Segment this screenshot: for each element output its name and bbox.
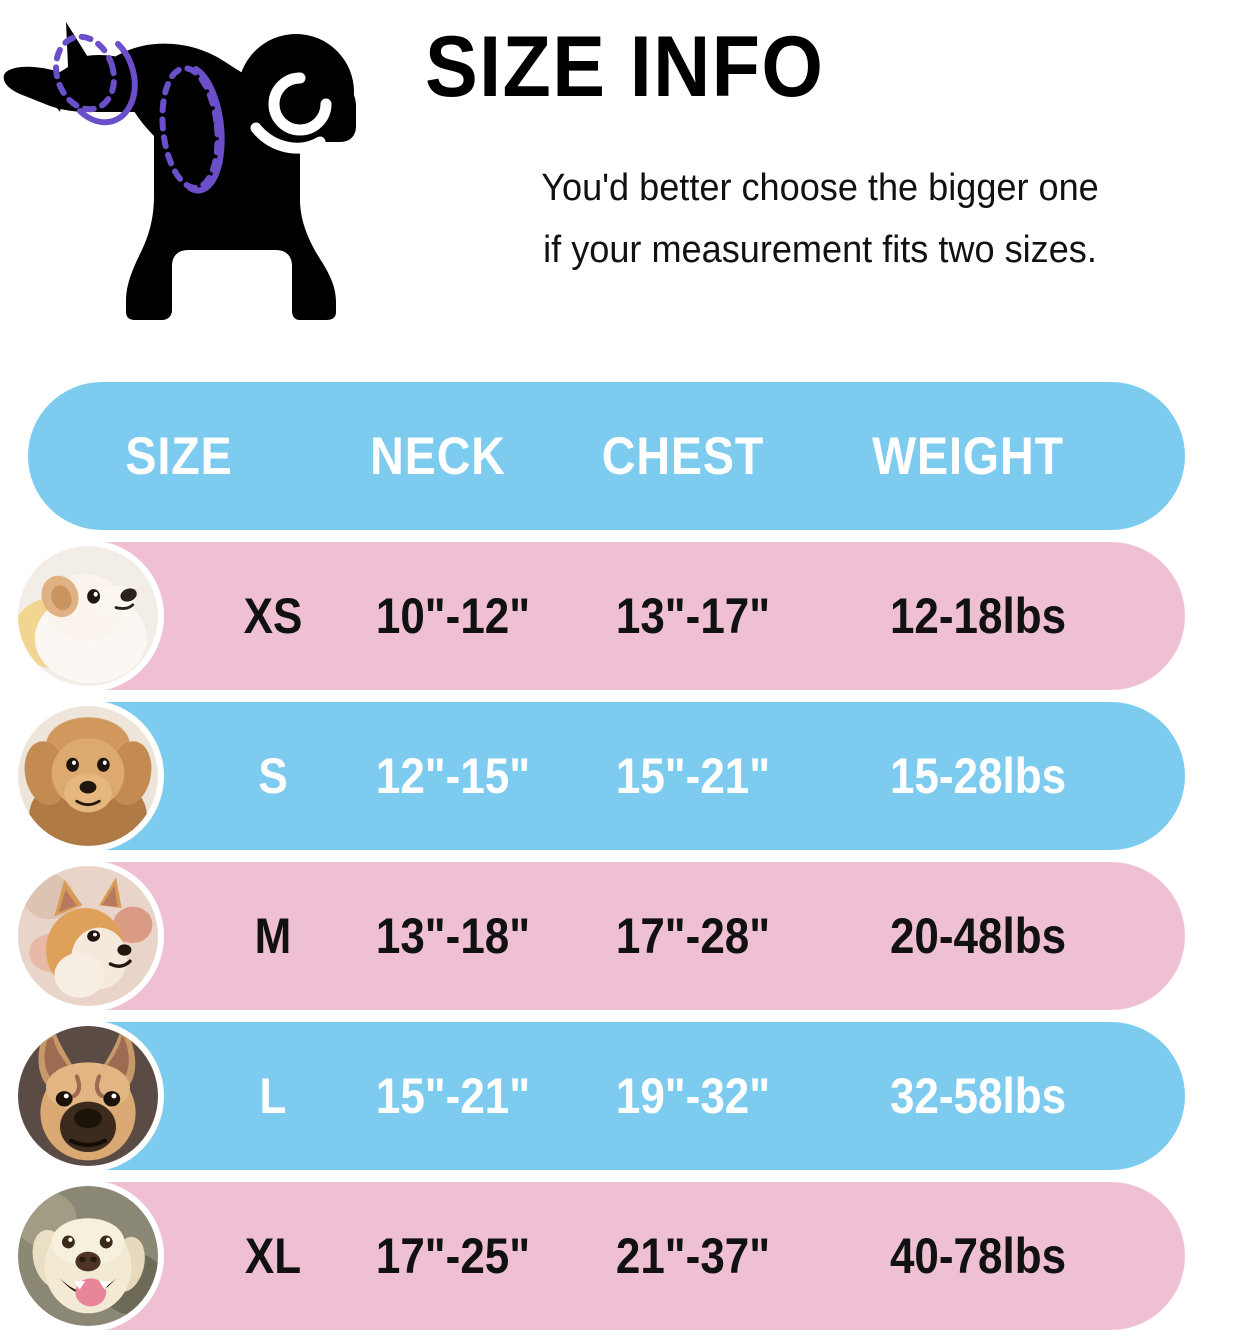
row-background (28, 1022, 1185, 1170)
table-row: XS 10"-12" 13"-17" 12-18lbs (0, 540, 1247, 692)
header-row-background (28, 382, 1185, 530)
cell-chest: 15"-21" (615, 748, 771, 804)
column-header-weight: WEIGHT (872, 426, 1064, 486)
heading-block: SIZE INFO You'd better choose the bigger… (425, 24, 1225, 281)
column-header-chest: CHEST (601, 426, 765, 486)
row-background (28, 702, 1185, 850)
neck-measure-loop (53, 33, 138, 126)
table-row: XL 17"-25" 21"-37" 40-78lbs (0, 1180, 1247, 1332)
shiba-inu-photo (12, 860, 164, 1012)
cell-size: XL (244, 1228, 302, 1284)
cell-neck: 15"-21" (375, 1068, 531, 1124)
chest-measure-loop (159, 65, 225, 194)
cell-neck: 17"-25" (375, 1228, 531, 1284)
cell-chest: 19"-32" (615, 1068, 771, 1124)
subtitle-line-1: You'd better choose the bigger one (541, 167, 1099, 209)
table-row: L 15"-21" 19"-32" 32-58lbs (0, 1020, 1247, 1172)
subtitle-line-2: if your measurement fits two sizes. (543, 228, 1097, 271)
pomeranian-photo (12, 540, 164, 692)
cell-weight: 40-78lbs (889, 1228, 1067, 1284)
cell-weight: 12-18lbs (889, 588, 1067, 644)
column-header-neck: NECK (370, 426, 506, 486)
subtitle: You'd better choose the bigger one if yo… (445, 158, 1196, 281)
column-header-size: SIZE (125, 426, 233, 486)
header-section: SIZE INFO You'd better choose the bigger… (0, 0, 1247, 375)
cell-size: L (259, 1068, 287, 1124)
dog-silhouette-illustration (0, 8, 400, 338)
cell-weight: 15-28lbs (889, 748, 1067, 804)
cell-size: M (254, 908, 292, 964)
table-row: S 12"-15" 15"-21" 15-28lbs (0, 700, 1247, 852)
cell-chest: 21"-37" (615, 1228, 771, 1284)
poodle-photo (12, 700, 164, 852)
page-title: SIZE INFO (425, 19, 825, 115)
row-background (28, 542, 1185, 690)
cell-neck: 12"-15" (375, 748, 531, 804)
size-table: SIZE NECK CHEST WEIGHT (0, 382, 1247, 1342)
table-header-row: SIZE NECK CHEST WEIGHT (0, 382, 1247, 530)
french-bulldog-photo (12, 1020, 164, 1172)
cell-neck: 13"-18" (375, 908, 531, 964)
cell-chest: 13"-17" (615, 588, 771, 644)
table-row: M 13"-18" 17"-28" 20-48lbs (0, 860, 1247, 1012)
cell-weight: 20-48lbs (889, 908, 1067, 964)
cell-size: S (258, 748, 288, 804)
labrador-photo (12, 1180, 164, 1332)
row-background (28, 862, 1185, 1010)
row-background (28, 1182, 1185, 1330)
cell-chest: 17"-28" (615, 908, 771, 964)
cell-size: XS (243, 588, 303, 644)
cell-neck: 10"-12" (375, 588, 531, 644)
cell-weight: 32-58lbs (889, 1068, 1067, 1124)
